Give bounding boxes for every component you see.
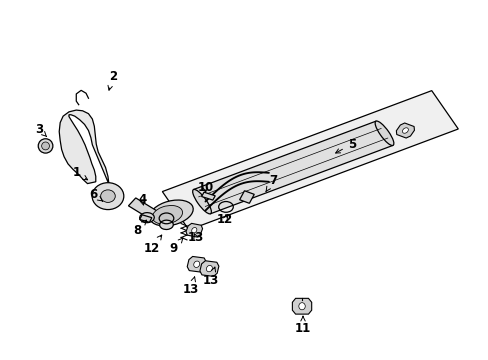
Polygon shape: [193, 121, 392, 214]
Text: 12: 12: [216, 213, 233, 226]
Polygon shape: [200, 261, 219, 276]
Polygon shape: [140, 215, 152, 222]
Ellipse shape: [152, 206, 182, 224]
Text: 11: 11: [294, 316, 310, 335]
Text: 7: 7: [265, 174, 277, 192]
Text: 1: 1: [72, 166, 87, 180]
Text: 10: 10: [197, 181, 213, 194]
Ellipse shape: [191, 228, 197, 233]
Polygon shape: [201, 192, 215, 200]
Polygon shape: [162, 91, 457, 230]
Polygon shape: [187, 256, 206, 272]
Ellipse shape: [92, 183, 123, 210]
Polygon shape: [128, 198, 159, 220]
Text: 12: 12: [143, 235, 162, 255]
Ellipse shape: [193, 261, 199, 267]
Ellipse shape: [206, 265, 212, 272]
Polygon shape: [292, 298, 311, 314]
Ellipse shape: [41, 142, 49, 150]
Ellipse shape: [192, 189, 211, 214]
Polygon shape: [185, 223, 202, 237]
Text: 5: 5: [335, 138, 355, 153]
Ellipse shape: [140, 213, 154, 223]
Ellipse shape: [101, 190, 115, 202]
Text: 13: 13: [202, 267, 218, 287]
Text: 4: 4: [138, 193, 146, 206]
Text: 13: 13: [187, 231, 203, 244]
Ellipse shape: [149, 200, 193, 226]
Polygon shape: [239, 191, 254, 203]
Ellipse shape: [374, 121, 393, 145]
Polygon shape: [59, 110, 109, 184]
Text: 9: 9: [169, 238, 183, 255]
Text: 8: 8: [133, 220, 146, 237]
Ellipse shape: [160, 220, 173, 229]
Ellipse shape: [402, 128, 407, 133]
Polygon shape: [396, 123, 414, 138]
Text: 2: 2: [108, 69, 117, 90]
Ellipse shape: [38, 139, 53, 153]
Text: 6: 6: [89, 188, 102, 201]
Text: 13: 13: [183, 277, 199, 296]
Text: 3: 3: [36, 123, 46, 136]
Ellipse shape: [298, 303, 305, 310]
